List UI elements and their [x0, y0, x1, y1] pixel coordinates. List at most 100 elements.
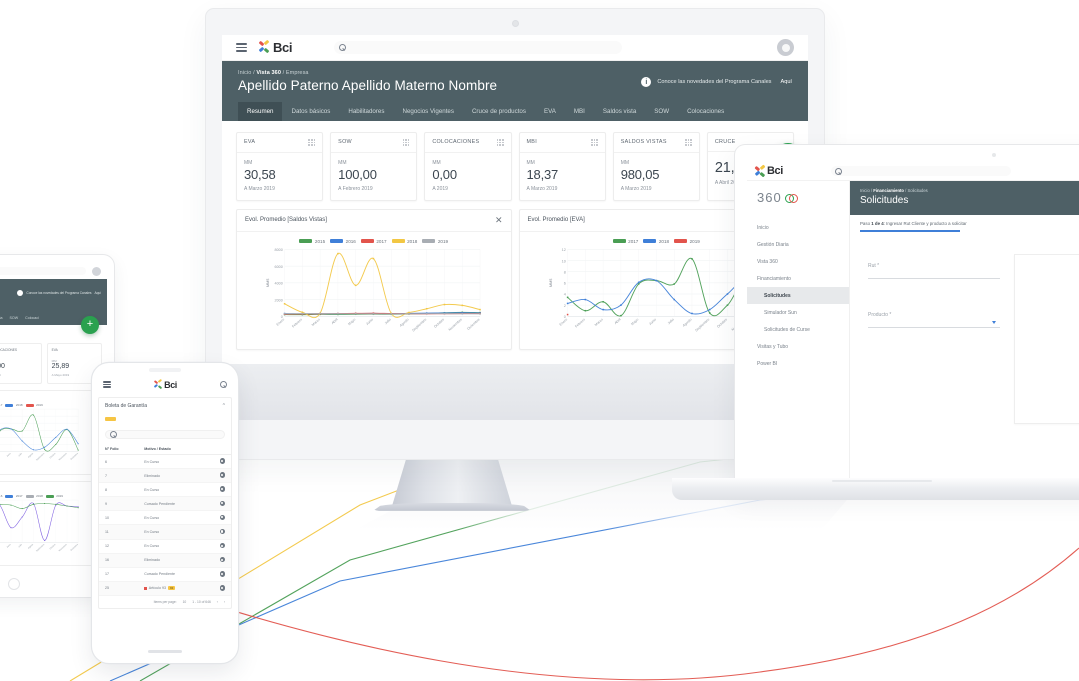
grid-icon[interactable] — [308, 139, 316, 146]
tab-negocios-vigentes[interactable]: Negocios Vigentes — [402, 108, 454, 115]
tablet-body: SALDOS VISTAS MM 980,05 A Mayo 2019 COLO… — [0, 325, 107, 566]
search-icon[interactable] — [220, 381, 227, 388]
kpi-card-eva[interactable]: EVA MM 30,58 A Marzo 2019 — [236, 132, 324, 201]
sidebar-item-vista-360[interactable]: Vista 360 — [757, 258, 778, 265]
tablet-tab-sow[interactable]: SOW — [9, 316, 19, 320]
chart-plot-area: 0 2000 4000 6000 8000 MM$ Enero Febrero Marzo Abr… — [237, 246, 511, 349]
sidebar-item-solicitudes[interactable]: Solicitudes — [747, 287, 849, 304]
tablet-tab-saldos[interactable]: Saldos vista — [0, 316, 3, 320]
kpi-value: 25,89 — [51, 363, 70, 370]
news-link[interactable]: Aquí — [94, 291, 101, 295]
phone-search-input[interactable] — [105, 430, 225, 439]
tab-saldos-vista[interactable]: Saldos vista — [602, 108, 637, 115]
eye-icon[interactable] — [219, 571, 225, 577]
grid-icon[interactable] — [685, 139, 692, 146]
table-row[interactable]: 6 En Curso — [99, 454, 231, 470]
grid-icon[interactable] — [496, 139, 504, 146]
tablet-search-input[interactable] — [0, 267, 86, 275]
svg-text:MM$: MM$ — [549, 278, 553, 287]
step-prefix: Paso — [860, 221, 872, 226]
eye-icon[interactable] — [219, 500, 225, 507]
table-row[interactable]: 16 Eliminado — [99, 553, 231, 568]
dashboard-body: EVA MM 30,58 A Marzo 2019 SOW — [222, 121, 808, 350]
sidebar-item-solicitudes-de-curse[interactable]: Solicitudes de Curse — [764, 326, 810, 333]
card-header[interactable]: Boleta de Garantía ^ — [99, 398, 231, 412]
table-row[interactable]: 25 Artículo 93 93 — [99, 581, 231, 596]
items-per-page-select[interactable]: 10 — [182, 599, 187, 604]
bci-mark-icon — [258, 39, 272, 54]
tab-datos-basicos[interactable]: Datos básicos — [291, 108, 331, 115]
laptop-webcam-icon — [992, 153, 996, 157]
table-row[interactable]: 9 Cursado Pendiente — [99, 496, 231, 512]
hamburger-icon[interactable] — [236, 43, 247, 52]
eye-icon[interactable] — [219, 486, 225, 492]
legend-label: 2015 — [314, 238, 326, 244]
caret-down-icon[interactable] — [992, 320, 997, 324]
tab-colocaciones[interactable]: Colocaciones — [687, 108, 725, 115]
sidebar-item-power-bi[interactable]: Power BI — [757, 360, 778, 367]
kpi-body: MM 0,00 A 2019 — [425, 153, 510, 200]
eye-icon[interactable] — [219, 472, 225, 478]
hamburger-icon[interactable] — [103, 381, 111, 388]
table-row[interactable]: 7 Eliminado — [99, 468, 231, 484]
items-per-page-label: Items per page: — [153, 599, 177, 604]
breadcrumb-current[interactable]: Financiamiento — [873, 188, 904, 193]
eye-icon[interactable] — [219, 528, 225, 535]
tab-eva[interactable]: EVA — [543, 108, 556, 115]
sidebar-item-inicio[interactable]: Inicio — [757, 224, 769, 231]
eye-icon[interactable] — [219, 542, 225, 549]
grid-icon[interactable] — [590, 139, 598, 146]
step-number: 1 de 4 — [871, 221, 884, 226]
eye-icon[interactable] — [219, 556, 225, 563]
grid-icon[interactable] — [402, 139, 410, 146]
sidebar-item-gestion-diaria[interactable]: Gestión Diaria — [757, 241, 789, 248]
kpi-unit: MM — [244, 159, 253, 166]
table-row[interactable]: 11 En Curso — [99, 524, 231, 540]
tab-sow[interactable]: SOW — [654, 108, 670, 115]
legend-item: 2018 — [391, 239, 417, 244]
table-row[interactable]: 12 En Curso — [99, 539, 231, 554]
estado-chip: 93 — [167, 586, 176, 591]
tab-resumen[interactable]: Resumen — [238, 102, 283, 121]
avatar[interactable] — [777, 39, 794, 56]
kpi-card-sow[interactable]: SOW MM 100,00 A Febrero 2019 — [330, 132, 418, 201]
tab-mbi[interactable]: MBI — [573, 108, 585, 115]
kpi-card-mbi[interactable]: MBI MM 18,37 A Marzo 2019 — [518, 132, 606, 201]
tab-habilitadores[interactable]: Habilitadores — [348, 108, 385, 115]
kpi-header: COLOCACIONES — [425, 133, 511, 153]
tab-cruce-de-productos[interactable]: Cruce de productos — [471, 108, 526, 115]
close-icon[interactable]: ✕ — [494, 214, 503, 225]
chevron-up-icon[interactable]: ^ — [222, 403, 225, 409]
sidebar-item-financiamiento[interactable]: Financiamiento — [757, 275, 791, 282]
producto-select[interactable]: Producto * — [868, 303, 1001, 328]
kpi-title: CRUCE — [714, 139, 736, 145]
sidebar-item-simulador-sun[interactable]: Simulador Sun — [764, 309, 797, 316]
chart-legend: 2015 2016 2017 2018 2019 — [0, 494, 97, 498]
table-row[interactable]: 17 Cursado Pendiente — [99, 567, 231, 582]
svg-text:Agosto: Agosto — [681, 317, 692, 327]
news-link[interactable]: Aquí — [780, 79, 792, 85]
tablet-add-fab-button[interactable]: + — [81, 316, 99, 334]
tablet-home-button[interactable] — [8, 578, 20, 590]
breadcrumb-current[interactable]: Vista 360 — [256, 70, 281, 76]
table-row[interactable]: 10 En Curso — [99, 510, 231, 526]
chevron-right-icon[interactable]: › — [223, 599, 225, 604]
table-row[interactable]: 8 En Curso — [99, 482, 231, 498]
monitor-screen: Bci Inicio / Vista 360 / Empresa Apellid… — [222, 35, 808, 364]
search-icon — [834, 167, 842, 175]
kpi-card-saldos-vistas[interactable]: SALDOS VISTAS MM 980,05 A Marzo 2019 — [612, 132, 700, 201]
tablet-kpi-colocaciones[interactable]: COLOCACIONES MM 0,00 A 2019 — [0, 343, 42, 384]
laptop-search-input[interactable] — [830, 166, 1011, 176]
sidebar-item-visitas-y-tubo[interactable]: Visitas y Tubo — [757, 343, 789, 350]
eye-icon[interactable] — [219, 458, 225, 464]
kpi-period: A 2019 — [432, 185, 448, 192]
tablet-tab-colocaciones[interactable]: Colocaci — [25, 316, 39, 320]
rut-field[interactable]: Rut * — [868, 254, 1001, 279]
kpi-card-colocaciones[interactable]: COLOCACIONES MM 0,00 A 2019 — [424, 132, 512, 201]
tablet-avatar[interactable] — [92, 266, 101, 276]
chevron-left-icon[interactable]: ‹ — [216, 599, 218, 604]
eye-icon[interactable] — [219, 585, 225, 591]
legend-item: 2016 — [0, 494, 2, 498]
search-input[interactable] — [334, 41, 623, 54]
eye-icon[interactable] — [219, 514, 225, 521]
